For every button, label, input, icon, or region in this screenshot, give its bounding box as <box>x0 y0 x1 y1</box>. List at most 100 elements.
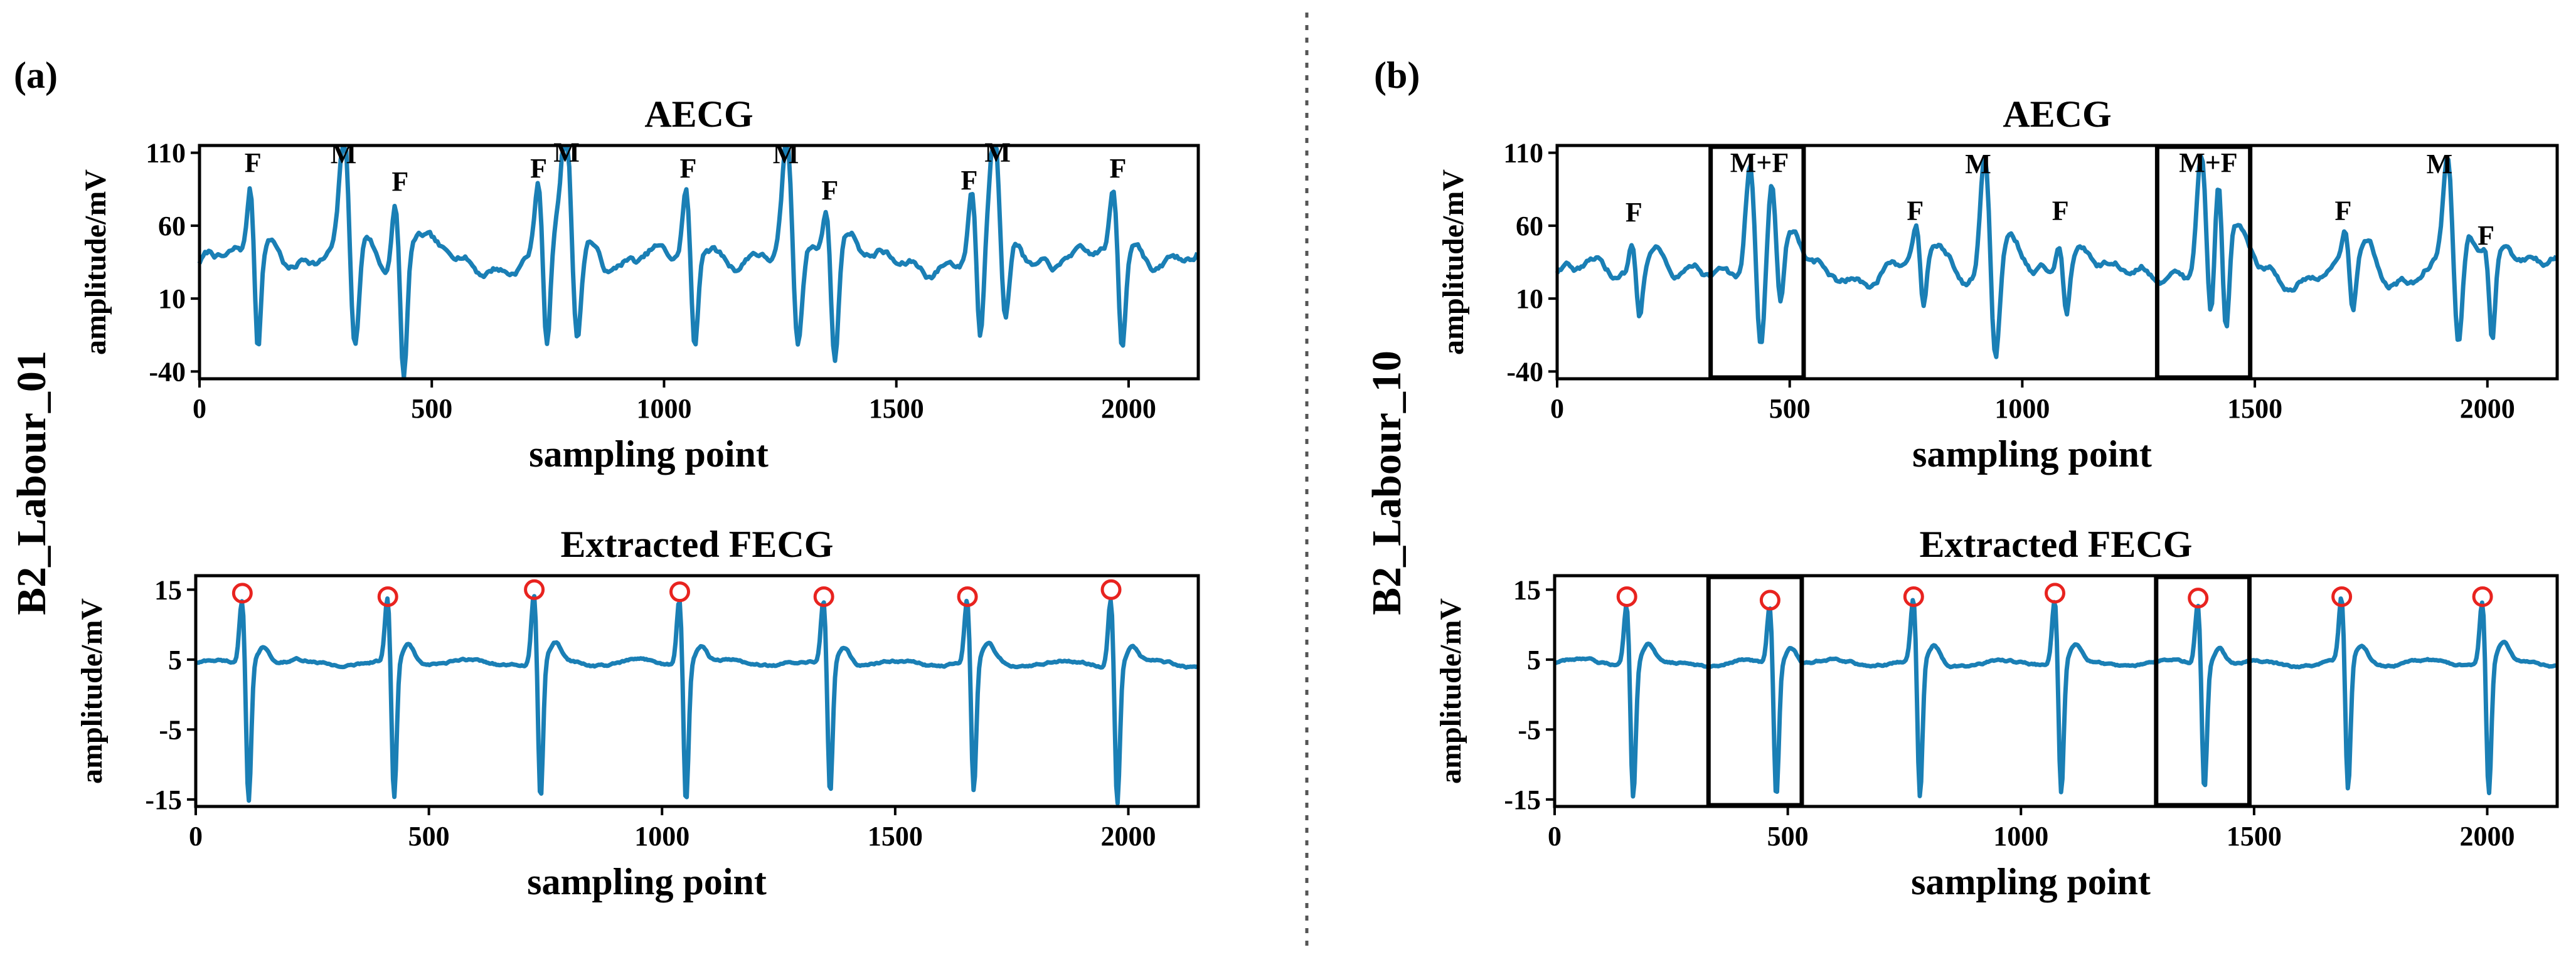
a-fecg-signal-line <box>194 594 1199 806</box>
b-fecg-peak-marker-6 <box>2472 586 2493 607</box>
b-aecg-ylabel: amplitude/mV <box>1437 169 1470 355</box>
a-fecg-xtick-label-1: 500 <box>408 821 450 852</box>
a-aecg-ytick-label-2: 10 <box>158 283 186 314</box>
a-fecg-peak-marker-4 <box>813 586 834 607</box>
b-aecg-annotation-1: M+F <box>1730 147 1789 178</box>
a-aecg-xlabel: sampling point <box>529 433 769 475</box>
b-aecg-xlabel: sampling point <box>1912 433 2152 475</box>
chart-b-fecg: Extracted FECG 0 500 1000 1500 2000 15 5 -5 -15 sa… <box>1434 524 2559 902</box>
b-fecg-xtick-label-1: 500 <box>1767 821 1809 852</box>
a-fecg-xtick-label-0: 0 <box>189 821 203 852</box>
a-fecg-ytick-label-3: -15 <box>145 785 182 815</box>
b-fecg-xtick-label-0: 0 <box>1548 821 1562 852</box>
b-fecg-peak-marker-0 <box>1616 586 1637 607</box>
b-aecg-plot-frame <box>1555 144 2559 381</box>
a-aecg-ytick-label-1: 60 <box>158 211 186 241</box>
panel-b-record-label: B2_Labour_10 <box>1364 351 1410 615</box>
panel-b-label: (b) <box>1374 55 1420 96</box>
a-fecg-xlabel: sampling point <box>527 861 767 902</box>
b-aecg-xtick-label-2: 1000 <box>1994 393 2050 424</box>
b-aecg-ytick-label-3: -40 <box>1506 356 1543 387</box>
a-aecg-annotation-8: F <box>961 165 978 196</box>
a-fecg-ytick-label-2: -5 <box>159 714 182 745</box>
a-fecg-peak-marker-3 <box>669 581 690 603</box>
b-aecg-xtick-label-1: 500 <box>1769 393 1811 424</box>
a-fecg-xtick-label-2: 1000 <box>634 821 689 852</box>
a-fecg-xtick-label-3: 1500 <box>868 821 923 852</box>
b-fecg-title: Extracted FECG <box>1920 524 2193 565</box>
b-fecg-xtick-label-3: 1500 <box>2227 821 2282 852</box>
b-fecg-ytick-label-2: -5 <box>1518 714 1541 745</box>
b-aecg-xtick-label-4: 2000 <box>2460 393 2515 424</box>
b-aecg-annotation-4: F <box>2052 196 2069 226</box>
a-fecg-xtick-label-4: 2000 <box>1101 821 1156 852</box>
b-fecg-ylabel: amplitude/mV <box>1434 598 1467 784</box>
a-fecg-peak-marker-6 <box>1100 579 1122 600</box>
b-aecg-ytick-label-0: 110 <box>1503 138 1543 169</box>
b-fecg-xtick-label-2: 1000 <box>1993 821 2048 852</box>
a-aecg-annotation-1: M <box>331 139 357 169</box>
b-fecg-xtick-label-4: 2000 <box>2460 821 2515 852</box>
a-aecg-annotation-0: F <box>245 147 262 178</box>
b-aecg-annotation-5: M+F <box>2179 147 2237 178</box>
b-aecg-xtick-label-0: 0 <box>1550 393 1564 424</box>
a-fecg-ytick-label-1: 5 <box>168 645 182 675</box>
a-aecg-xtick-label-4: 2000 <box>1101 393 1156 424</box>
panel-a-label: (a) <box>14 55 58 96</box>
b-aecg-annotation-3: M <box>1965 149 1991 179</box>
a-aecg-ytick-label-3: -40 <box>149 356 186 387</box>
a-aecg-annotation-2: F <box>391 166 408 197</box>
a-aecg-annotation-7: F <box>821 175 838 206</box>
a-aecg-xtick-label-2: 1000 <box>636 393 691 424</box>
a-aecg-annotation-6: M <box>773 139 799 169</box>
a-aecg-annotation-9: M <box>984 137 1011 168</box>
b-fecg-ytick-label-0: 15 <box>1513 574 1541 605</box>
b-fecg-peak-marker-3 <box>2045 583 2066 604</box>
a-fecg-peak-marker-2 <box>524 579 545 600</box>
a-aecg-xtick-label-0: 0 <box>193 393 206 424</box>
a-fecg-ylabel: amplitude/mV <box>75 598 109 784</box>
b-aecg-ytick-label-2: 10 <box>1516 283 1543 314</box>
b-fecg-highlight-box-0 <box>1706 574 1804 808</box>
b-aecg-annotation-0: F <box>1626 197 1642 228</box>
a-fecg-plot-frame <box>194 574 1200 808</box>
chart-b-aecg: AECG F M+F F M F M+F F M F 0 500 1000 1500 2000 110 60 10… <box>1437 93 2559 475</box>
a-fecg-title: Extracted FECG <box>561 524 834 565</box>
b-aecg-ytick-label-1: 60 <box>1516 211 1543 241</box>
panel-a-record-label: B2_Labour_01 <box>9 351 55 615</box>
b-fecg-plot-frame <box>1553 574 2559 808</box>
a-aecg-title: AECG <box>644 93 753 135</box>
a-aecg-annotation-3: F <box>530 153 547 184</box>
b-fecg-ytick-label-1: 5 <box>1527 645 1541 675</box>
b-aecg-annotation-6: F <box>2335 196 2352 226</box>
b-aecg-annotation-7: M <box>2427 149 2453 179</box>
b-aecg-title: AECG <box>2003 93 2111 135</box>
a-fecg-peak-marker-1 <box>377 586 398 607</box>
a-fecg-peak-marker-0 <box>232 583 253 604</box>
chart-a-fecg: Extracted FECG 0 500 1000 1500 2000 15 5 -5 -15 sa… <box>75 524 1200 902</box>
a-aecg-annotation-10: F <box>1109 153 1126 184</box>
a-aecg-ytick-label-0: 110 <box>146 138 186 169</box>
a-aecg-annotation-5: F <box>680 153 697 184</box>
b-fecg-xlabel: sampling point <box>1911 861 2151 902</box>
b-fecg-peak-marker-4 <box>2188 588 2209 609</box>
a-fecg-peak-marker-5 <box>957 586 978 607</box>
a-aecg-signal-line <box>197 145 1200 380</box>
b-aecg-annotation-8: F <box>2478 220 2494 251</box>
b-fecg-peak-marker-2 <box>1903 586 1924 607</box>
b-fecg-ytick-label-3: -15 <box>1504 785 1541 815</box>
b-fecg-peak-marker-1 <box>1759 589 1780 611</box>
a-aecg-annotation-4: M <box>553 137 580 168</box>
b-fecg-peak-marker-5 <box>2331 586 2353 607</box>
b-aecg-signal-line <box>1555 154 2558 359</box>
b-aecg-annotation-2: F <box>1907 196 1924 226</box>
b-aecg-xtick-label-3: 1500 <box>2227 393 2282 424</box>
a-aecg-xtick-label-1: 500 <box>411 393 452 424</box>
a-fecg-ytick-label-0: 15 <box>154 574 182 605</box>
b-fecg-signal-line <box>1553 596 2557 799</box>
a-aecg-plot-frame <box>198 144 1200 381</box>
a-aecg-xtick-label-3: 1500 <box>869 393 924 424</box>
a-aecg-ylabel: amplitude/mV <box>79 169 112 355</box>
